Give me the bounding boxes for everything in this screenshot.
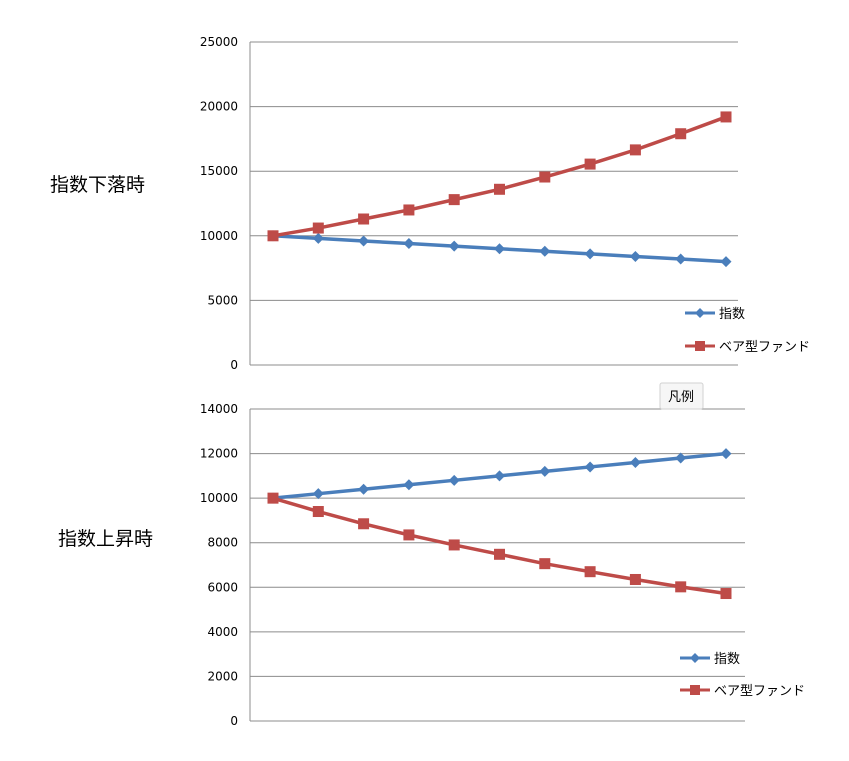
data-point-square [312,222,324,234]
data-point-square [584,566,596,578]
legend-marker-square [690,685,700,695]
data-point-diamond [629,456,641,468]
data-point-square [312,506,324,518]
y-tick-label: 10000 [200,491,238,505]
data-point-square [494,183,505,195]
legend-tooltip-box [659,382,704,410]
y-tick-label: 0 [230,358,238,372]
data-point-square [448,539,460,551]
series-line [271,115,728,238]
legend-marker-square [695,341,705,351]
series-line [271,496,728,596]
y-tick-label: 0 [230,714,238,728]
data-point-diamond [358,483,370,495]
data-point-diamond [494,470,505,482]
data-point-square [448,194,460,206]
data-point-diamond [675,452,687,464]
chart-index-rising: 指数上昇時 0 2000 4000 6000 8000 10000 12000 14000 指数ベ… [58,402,805,728]
y-tick-label: 25000 [200,35,238,49]
data-point-square [403,204,415,216]
data-point-diamond [584,461,596,473]
data-point-diamond [720,448,732,460]
data-point-square [629,573,641,585]
data-point-square [358,213,370,225]
chart-title: 指数上昇時 [58,528,153,550]
legend-label: ベア型ファンド [714,684,805,699]
data-point-square [720,588,732,600]
y-tick-label: 8000 [207,536,238,550]
data-point-square [358,518,370,530]
y-tick-label: 4000 [207,625,238,639]
data-point-square [539,171,551,183]
y-tick-label: 10000 [200,229,238,243]
data-point-square [584,158,596,170]
data-point-square [629,144,641,156]
y-tick-label: 2000 [207,669,238,683]
data-point-diamond [448,240,460,252]
data-point-square [494,548,505,560]
legend-label: 指数 [719,307,745,322]
legend-marker-diamond [690,653,700,663]
data-point-diamond [675,253,687,265]
data-point-square [267,230,279,242]
y-tick-label: 6000 [207,580,238,594]
data-point-diamond [312,232,324,244]
y-tick-label: 12000 [200,447,238,461]
data-point-square [267,492,279,504]
data-point-diamond [720,256,732,268]
y-tick-label: 20000 [200,100,238,114]
data-point-diamond [584,248,596,260]
data-point-diamond [312,488,324,500]
data-point-square [539,558,551,570]
data-point-diamond [448,474,460,486]
data-point-diamond [403,479,415,491]
legend-label: ベア型ファンド [719,340,810,355]
data-point-square [403,529,415,541]
data-point-square [675,128,687,140]
chart-title: 指数下落時 [50,174,145,196]
data-point-diamond [494,243,505,255]
data-point-square [720,111,732,123]
y-tick-label: 15000 [200,164,238,178]
data-point-diamond [358,235,370,247]
data-point-square [675,581,687,593]
y-tick-label: 5000 [207,293,238,307]
legend-tooltip-text: 凡例 [668,390,694,405]
data-point-diamond [539,245,551,257]
y-tick-label: 14000 [200,402,238,416]
data-point-diamond [403,238,415,250]
data-point-diamond [629,250,641,262]
legend-marker-diamond [695,308,705,318]
legend-tooltip: 凡例 [659,382,704,410]
data-point-diamond [539,465,551,477]
legend-label: 指数 [714,652,740,667]
